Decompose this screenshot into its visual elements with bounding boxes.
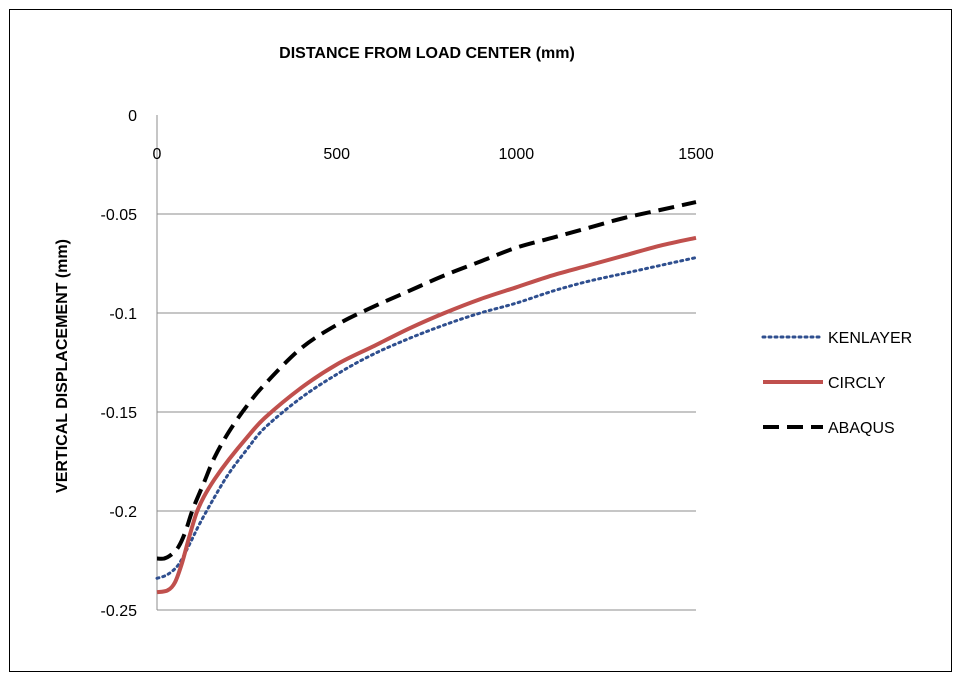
legend-label-abaqus: ABAQUS xyxy=(828,420,895,437)
series-layer xyxy=(155,200,698,595)
y-tick-label: -0.2 xyxy=(109,504,137,521)
axis-layer: 0 -0.05 -0.1 -0.15 -0.2 -0.25 0 500 1000 1500 xyxy=(101,108,714,620)
series-line-circly xyxy=(156,235,697,595)
grid-layer xyxy=(157,213,696,611)
legend-label-kenlayer: KENLAYER xyxy=(828,330,912,347)
y-tick-label: 0 xyxy=(128,108,137,125)
y-tick-label: -0.25 xyxy=(101,603,138,620)
x-tick-label: 0 xyxy=(153,146,162,163)
series-line-abaqus xyxy=(156,200,697,561)
y-tick-label: -0.15 xyxy=(101,405,138,422)
legend-layer: KENLAYER CIRCLY ABAQUS xyxy=(761,330,912,437)
x-tick-label: 1500 xyxy=(678,146,714,163)
chart-frame xyxy=(9,9,952,672)
legend-label-circly: CIRCLY xyxy=(828,375,886,392)
x-axis-title: DISTANCE FROM LOAD CENTER (mm) xyxy=(279,45,575,62)
x-tick-label: 500 xyxy=(323,146,350,163)
y-tick-label: -0.05 xyxy=(101,207,138,224)
x-tick-label: 1000 xyxy=(499,146,535,163)
y-tick-label: -0.1 xyxy=(109,306,137,323)
series-line-kenlayer xyxy=(155,256,698,580)
y-axis-title: VERTICAL DISPLACEMENT (mm) xyxy=(54,239,71,493)
